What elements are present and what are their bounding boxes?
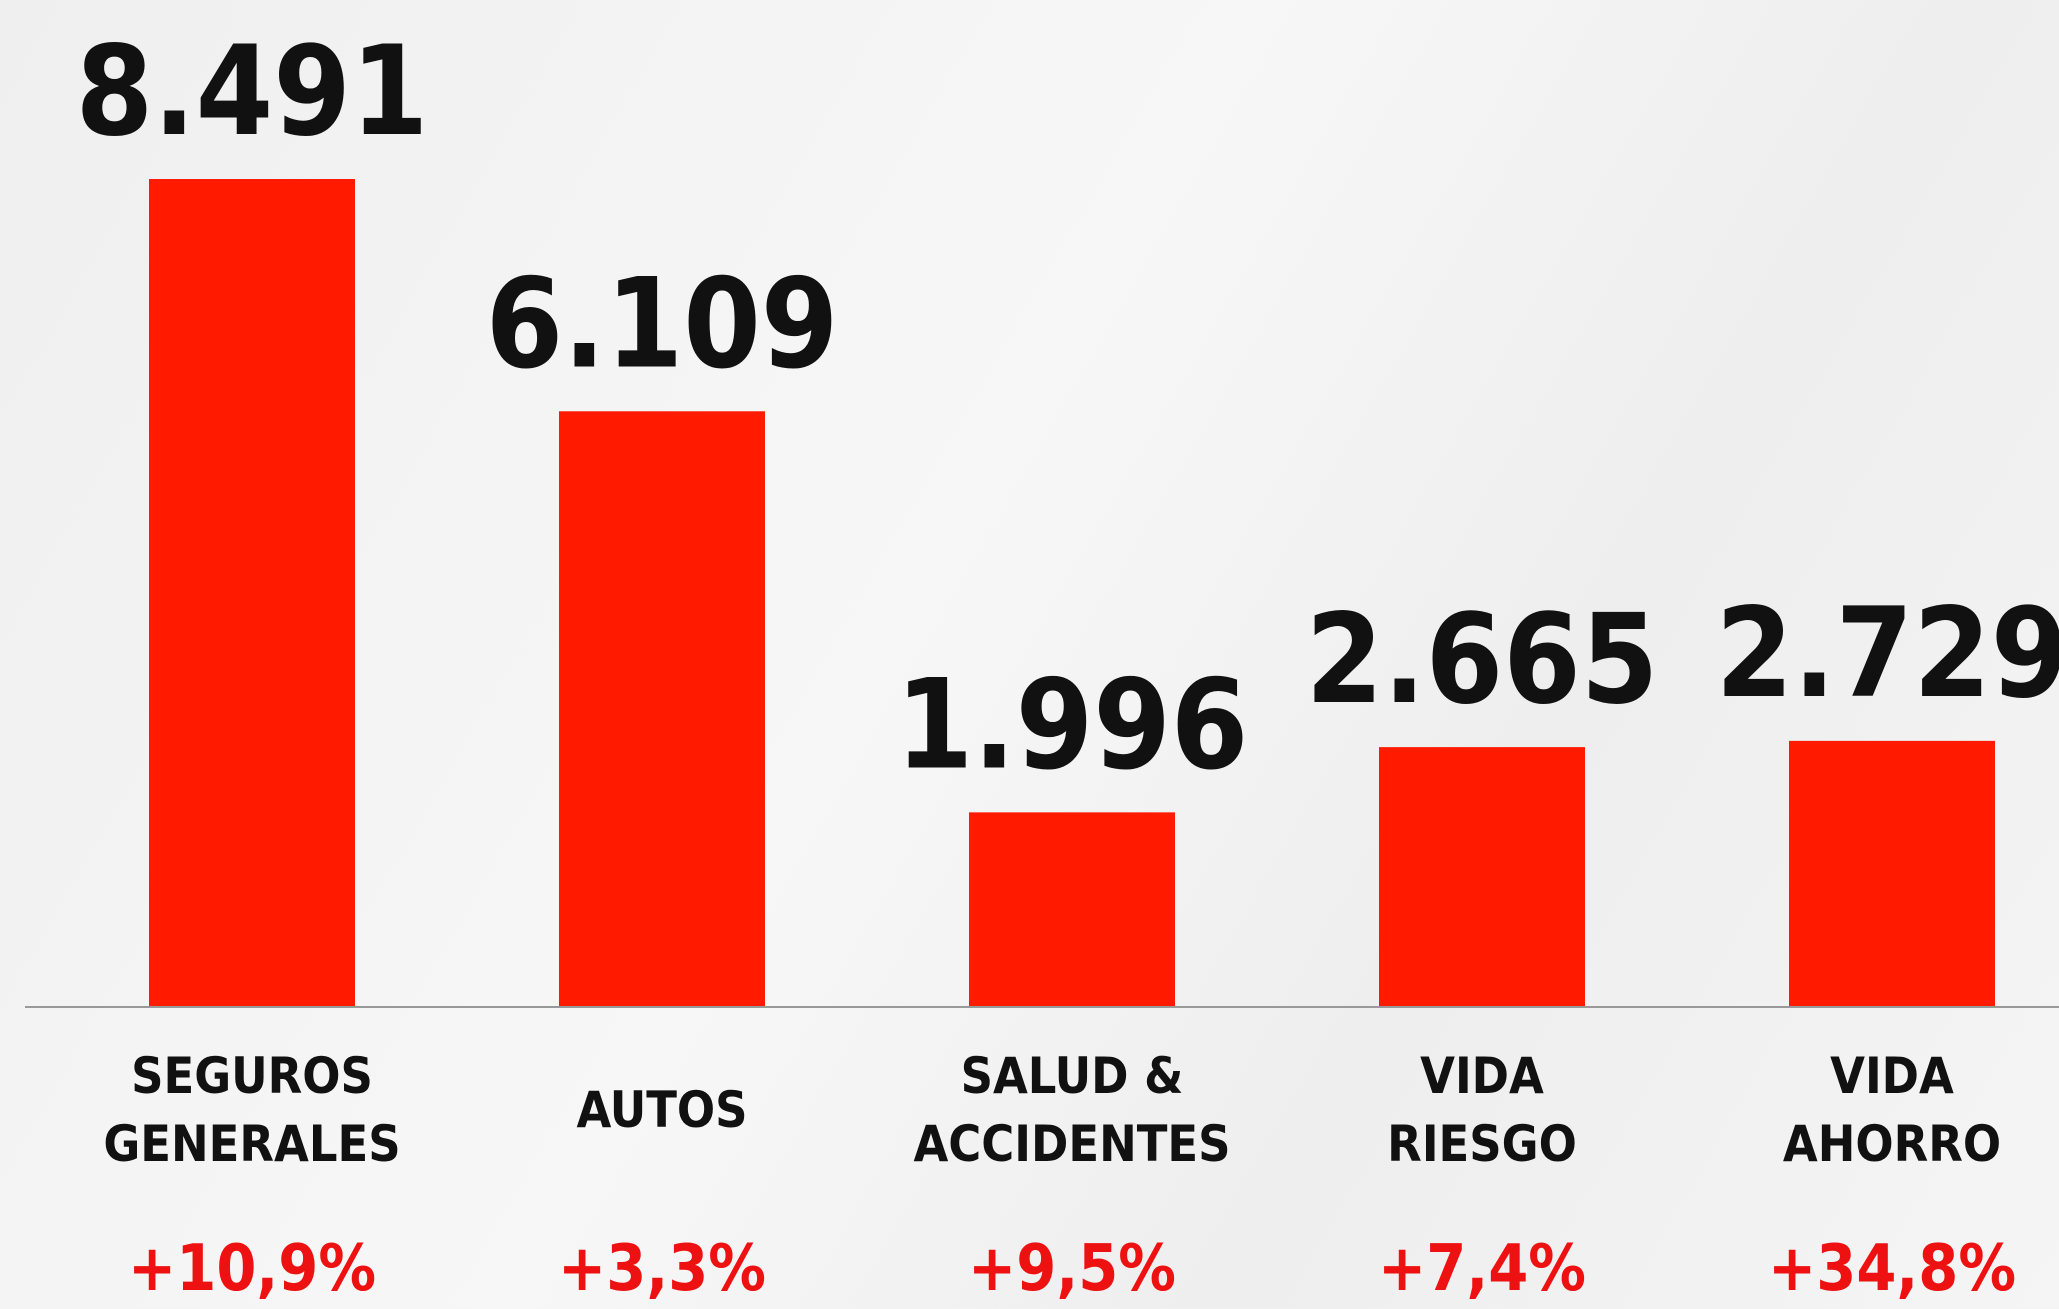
category-label: SEGUROS GENERALES (103, 1047, 401, 1173)
category-label: SALUD & ACCIDENTES (913, 1047, 1231, 1173)
change-label: +9,5% (968, 1232, 1176, 1306)
bar (1379, 747, 1585, 1007)
category-label: VIDA RIESGO (1387, 1047, 1577, 1173)
value-label: 2.729 (1716, 582, 2059, 726)
bar (969, 812, 1175, 1007)
change-label: +34,8% (1768, 1232, 2016, 1306)
category-label: AUTOS (576, 1081, 748, 1139)
bar (1789, 740, 1995, 1007)
change-label: +7,4% (1378, 1232, 1586, 1306)
change-label: +3,3% (558, 1232, 766, 1306)
value-label: 6.109 (486, 252, 839, 396)
value-label: 1.996 (896, 653, 1249, 797)
bar (559, 411, 765, 1007)
bar (149, 179, 355, 1007)
value-label: 8.491 (76, 20, 429, 164)
change-label: +10,9% (128, 1232, 376, 1306)
category-label: VIDA AHORRO (1782, 1047, 2002, 1173)
value-label: 2.665 (1306, 588, 1659, 732)
